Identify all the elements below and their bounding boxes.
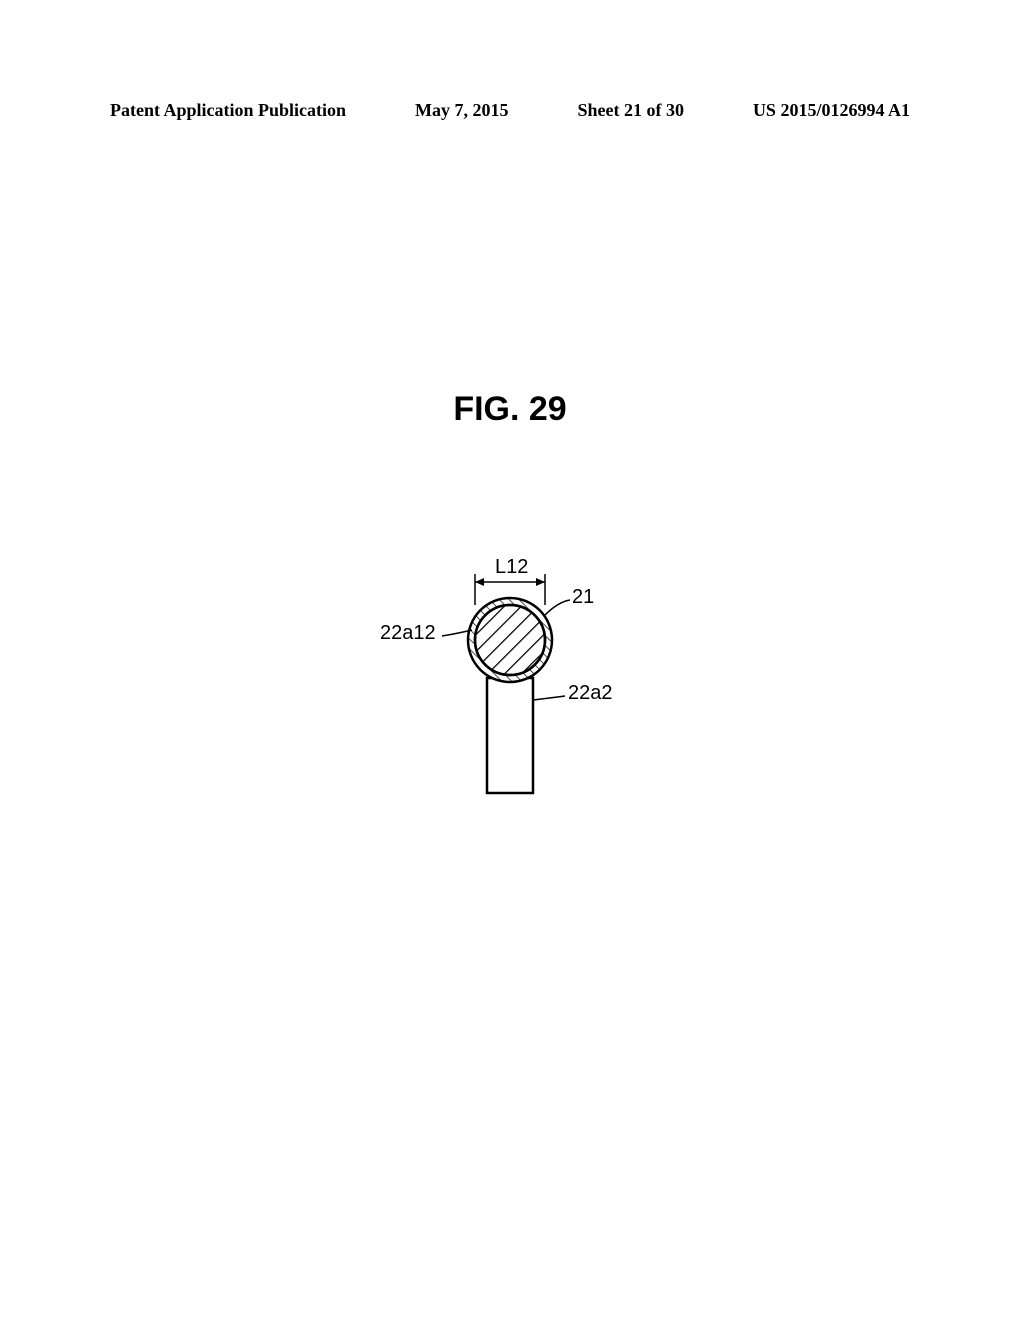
inner-circle-hatch (476, 606, 544, 674)
leader-22a2 (533, 696, 565, 700)
leader-21 (545, 600, 570, 615)
label-21: 21 (572, 586, 594, 609)
publication-type: Patent Application Publication (110, 100, 346, 121)
publication-date: May 7, 2015 (415, 100, 509, 121)
label-22a12: 22a12 (380, 622, 436, 645)
sheet-number: Sheet 21 of 30 (577, 100, 684, 121)
label-22a2: 22a2 (568, 682, 613, 705)
label-l12: L12 (495, 556, 528, 579)
figure-title: FIG. 29 (0, 390, 1020, 429)
figure-diagram: L12 21 22a12 22a2 (380, 560, 640, 840)
patent-header: Patent Application Publication May 7, 20… (110, 100, 910, 121)
publication-number: US 2015/0126994 A1 (753, 100, 910, 121)
stem-22a2 (487, 678, 533, 793)
